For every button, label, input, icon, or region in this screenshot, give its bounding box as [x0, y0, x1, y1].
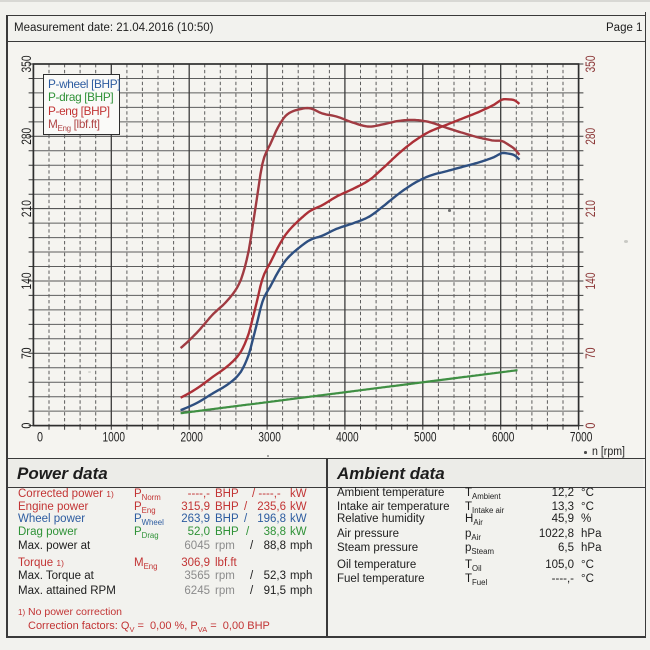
svg-text:140: 140 — [19, 273, 34, 290]
svg-text:280: 280 — [583, 128, 598, 145]
svg-text:70: 70 — [583, 348, 598, 360]
svg-text:210: 210 — [583, 200, 598, 217]
svg-text:6000: 6000 — [492, 430, 515, 445]
svg-text:280: 280 — [19, 128, 34, 145]
svg-text:350: 350 — [19, 56, 34, 73]
svg-text:4000: 4000 — [336, 430, 359, 445]
svg-text:0: 0 — [19, 423, 34, 429]
svg-text:5000: 5000 — [414, 430, 437, 445]
svg-text:0: 0 — [583, 423, 598, 429]
svg-text:n [rpm]: n [rpm] — [592, 446, 625, 458]
svg-text:140: 140 — [583, 273, 598, 290]
svg-text:2000: 2000 — [180, 430, 203, 445]
svg-text:1000: 1000 — [103, 430, 126, 445]
svg-text:3000: 3000 — [258, 430, 281, 445]
svg-text:210: 210 — [19, 200, 34, 217]
svg-text:350: 350 — [583, 56, 598, 73]
svg-text:70: 70 — [19, 348, 34, 360]
svg-text:0: 0 — [37, 430, 43, 445]
svg-text:7000: 7000 — [570, 430, 593, 445]
